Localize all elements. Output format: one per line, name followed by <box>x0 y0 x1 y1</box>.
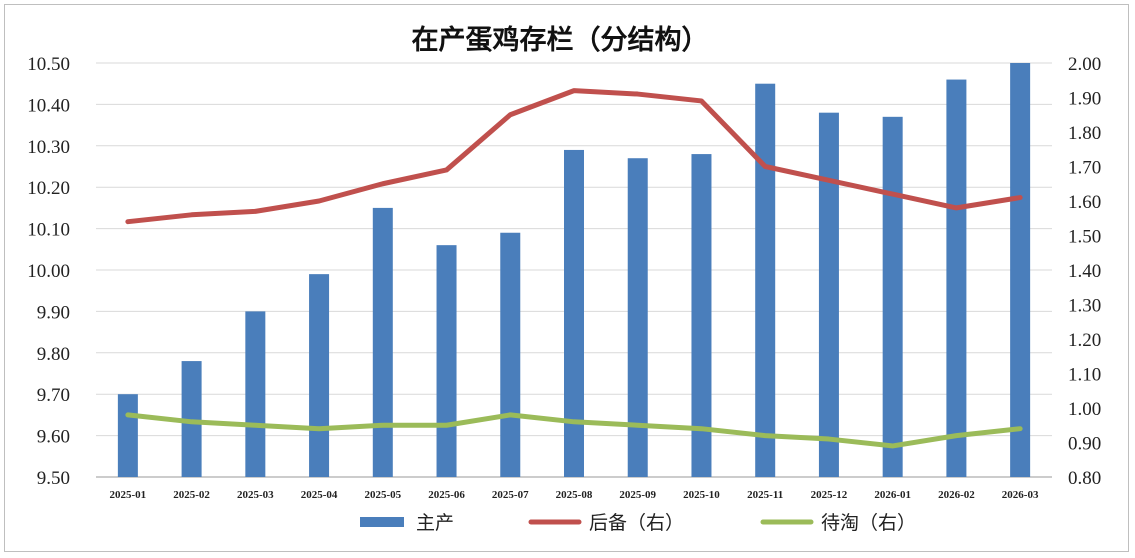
legend: 主产 后备（右） 待淘（右） <box>360 512 916 534</box>
left-tick-label: 9.90 <box>37 302 70 323</box>
left-tick-label: 10.20 <box>27 178 70 199</box>
right-tick-label: 1.10 <box>1068 365 1101 386</box>
bar <box>627 158 648 477</box>
left-tick-label: 9.80 <box>37 344 70 365</box>
right-tick-label: 1.60 <box>1068 192 1101 213</box>
left-tick-label: 10.10 <box>27 220 70 241</box>
legend-label: 主产 <box>416 512 454 534</box>
left-tick-label: 9.70 <box>37 385 70 406</box>
right-tick-label: 2.00 <box>1068 54 1101 75</box>
legend-item: 后备（右） <box>528 512 684 534</box>
x-tick-label: 2025-03 <box>237 489 274 501</box>
x-tick-label: 2025-11 <box>747 489 783 501</box>
left-tick-label: 9.50 <box>37 468 70 489</box>
legend-item: 待淘（右） <box>760 512 916 534</box>
legend-swatch <box>360 517 404 527</box>
x-tick-label: 2026-03 <box>1002 489 1039 501</box>
right-tick-label: 1.40 <box>1068 261 1101 282</box>
legend-item: 主产 <box>360 512 454 534</box>
bar <box>500 232 521 477</box>
x-axis-ticks: 2025-01 2025-02 2025-03 2025-04 2025-05 2025-… <box>110 489 1039 501</box>
line-series <box>125 88 1023 449</box>
right-tick-label: 1.90 <box>1068 89 1101 110</box>
bar <box>245 311 266 477</box>
series-line-0 <box>125 88 1023 225</box>
x-tick-label: 2025-05 <box>364 489 401 501</box>
chart-title: 在产蛋鸡存栏（分结构） <box>412 25 709 56</box>
right-axis-ticks: 0.80 0.90 1.00 1.10 1.20 1.30 1.40 1.50 1.60 1.70… <box>1068 54 1101 489</box>
bar <box>436 245 457 477</box>
left-tick-label: 10.30 <box>27 137 70 158</box>
right-tick-label: 1.80 <box>1068 123 1101 144</box>
bar <box>181 361 202 477</box>
right-tick-label: 1.20 <box>1068 330 1101 351</box>
left-tick-label: 9.60 <box>37 427 70 448</box>
x-tick-label: 2025-04 <box>301 489 338 501</box>
bar <box>755 83 776 477</box>
bar <box>946 79 967 477</box>
right-tick-label: 1.50 <box>1068 227 1101 248</box>
right-tick-label: 0.80 <box>1068 468 1101 489</box>
bar <box>691 154 712 477</box>
bar <box>818 112 839 478</box>
right-tick-label: 1.00 <box>1068 399 1101 420</box>
right-tick-label: 1.30 <box>1068 296 1101 317</box>
left-axis-ticks: 9.50 9.60 9.70 9.80 9.90 10.00 10.10 10.20 10.30… <box>27 54 70 489</box>
bar <box>372 207 393 477</box>
left-tick-label: 10.40 <box>27 95 70 116</box>
bar <box>117 394 138 477</box>
bar <box>1010 63 1031 477</box>
series-line-1 <box>125 412 1023 449</box>
x-tick-label: 2025-08 <box>556 489 593 501</box>
right-tick-label: 0.90 <box>1068 434 1101 455</box>
legend-label: 后备（右） <box>589 512 684 534</box>
x-tick-label: 2025-12 <box>811 489 848 501</box>
left-tick-label: 10.50 <box>27 54 70 75</box>
x-tick-label: 2025-02 <box>173 489 210 501</box>
x-tick-label: 2025-10 <box>683 489 720 501</box>
legend-label: 待淘（右） <box>821 512 916 534</box>
x-tick-label: 2025-01 <box>110 489 147 501</box>
x-tick-label: 2026-01 <box>874 489 911 501</box>
bar <box>309 274 330 477</box>
x-tick-label: 2025-06 <box>428 489 465 501</box>
x-tick-label: 2025-07 <box>492 489 529 501</box>
x-tick-label: 2026-02 <box>938 489 975 501</box>
right-tick-label: 1.70 <box>1068 158 1101 179</box>
bar <box>882 116 903 477</box>
x-tick-label: 2025-09 <box>619 489 656 501</box>
bar <box>564 149 584 477</box>
left-tick-label: 10.00 <box>27 261 70 282</box>
